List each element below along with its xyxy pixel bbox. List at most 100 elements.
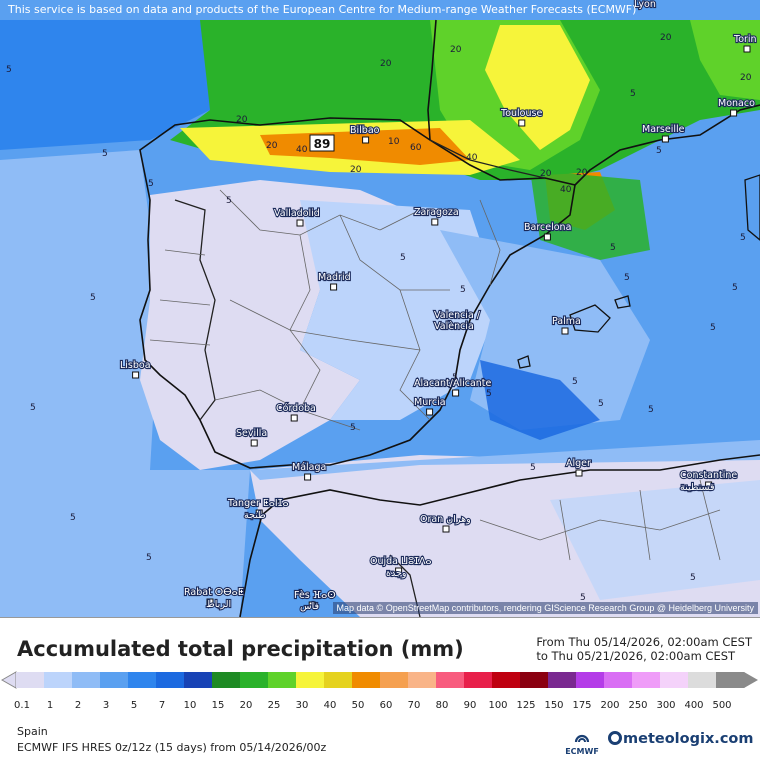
contour-labels: 5 5 5 5 5 5 5 5 5 5 5 5 5 5 5 5 5 5 5 5 5 5 5 5 5 5 20 20 20 20 20 20 20…: [6, 33, 752, 603]
city-label: Tanger ⵟⴰⵏⵊⴰ: [227, 498, 289, 509]
scale-tick-label: 40: [324, 700, 337, 711]
city-label: الرباط: [206, 599, 231, 610]
scale-tick-label: 125: [516, 700, 535, 711]
scale-swatch: [716, 672, 745, 688]
city-label: طنجة: [244, 510, 266, 521]
forecast-period: From Thu 05/14/2026, 02:00am CEST to Thu…: [536, 635, 752, 663]
scale-tick-label: 15: [212, 700, 225, 711]
island-menorca: [614, 295, 631, 309]
city-label: Valladolid: [274, 208, 320, 219]
city-marker: [730, 109, 738, 117]
contour-value-label: 20: [660, 33, 672, 43]
scale-swatch: [408, 672, 437, 688]
city-label: Lyon: [634, 0, 656, 10]
city-label: Málaga: [292, 462, 326, 473]
city-label: Toulouse: [500, 108, 542, 119]
scale-swatch: [548, 672, 577, 688]
city-marker: [132, 371, 140, 379]
scale-tick-label: 50: [352, 700, 365, 711]
scale-tick-label: 25: [268, 700, 281, 711]
coastline-biscay: [427, 19, 437, 141]
period-from: From Thu 05/14/2026, 02:00am CEST: [536, 635, 752, 649]
scale-swatch: [44, 672, 73, 688]
scale-tick-label: 20: [240, 700, 253, 711]
scale-swatch: [576, 672, 605, 688]
scale-swatch: [100, 672, 129, 688]
scale-tick-label: 500: [712, 700, 731, 711]
region-borders: [149, 189, 721, 561]
contour-value-label: 20: [576, 168, 588, 178]
scale-swatch: [16, 672, 45, 688]
max-label-box: [309, 134, 335, 152]
scale-tick-label: 90: [464, 700, 477, 711]
contour-value-label: 5: [486, 389, 492, 399]
contour-value-label: 20: [380, 59, 392, 69]
precip-field-atlantic: [0, 150, 250, 617]
city-label: Monaco: [718, 98, 755, 109]
scale-tick-label: 200: [600, 700, 619, 711]
scale-swatch: [492, 672, 521, 688]
contour-value-label: 5: [102, 149, 108, 159]
map-attribution[interactable]: Map data © OpenStreetMap contributors, r…: [332, 602, 758, 614]
region-label: Spain: [17, 725, 48, 738]
city-label: وجدة: [386, 568, 406, 579]
city-label: Palma: [552, 316, 581, 327]
contour-value-label: 5: [732, 283, 738, 293]
ecmwf-notice-banner: This service is based on data and produc…: [8, 3, 637, 16]
city-label: Torin: [733, 34, 757, 45]
city-marker: [561, 327, 569, 335]
city-label: Madrid: [318, 272, 351, 283]
city-marker: [426, 408, 434, 416]
contour-value-label: 5: [624, 273, 630, 283]
contour-value-label: 60: [410, 143, 422, 153]
contour-value-label: 10: [388, 137, 400, 147]
city-marker: [661, 135, 669, 143]
scale-tick-label: 100: [488, 700, 507, 711]
city-marker: [575, 469, 583, 477]
contour-value-label: 5: [710, 323, 716, 333]
scale-swatch: [604, 672, 633, 688]
precip-field-france-yellow: [485, 25, 590, 150]
meteologix-logo[interactable]: meteologix.com: [608, 731, 753, 747]
scale-tick-label: 150: [544, 700, 563, 711]
city-label: Zaragoza: [414, 207, 459, 218]
scale-arrow-right: [744, 672, 758, 688]
city-marker: [743, 45, 751, 53]
scale-tick-label: 3: [103, 700, 109, 711]
scale-tick-label: 10: [184, 700, 197, 711]
scale-swatch: [156, 672, 185, 688]
city-label: فاس: [300, 601, 319, 612]
max-label: 89: [314, 137, 331, 151]
city-marker: [395, 567, 403, 575]
scale-swatch: [184, 672, 213, 688]
contour-value-label: 5: [740, 233, 746, 243]
contour-value-label: 20: [350, 165, 362, 175]
scale-tick-label: 0.1: [14, 700, 30, 711]
contour-value-label: 5: [630, 89, 636, 99]
city-label: Rabat ⵔⴱⴰⵟ: [184, 587, 244, 598]
scale-tick-label: 7: [159, 700, 165, 711]
precip-field-mediterranean-south: [250, 440, 760, 480]
contour-value-label: 5: [690, 573, 696, 583]
scale-tick-label: 30: [296, 700, 309, 711]
scale-swatch: [240, 672, 269, 688]
city-label: Valencia /: [434, 310, 481, 321]
scale-tick-label: 250: [628, 700, 647, 711]
legend-footer: [0, 617, 760, 761]
contour-value-label: 5: [226, 196, 232, 206]
precip-field-iberia-light: [300, 200, 500, 420]
city-label: Lisboa: [120, 360, 151, 371]
contour-value-label: 5: [580, 593, 586, 603]
contour-value-label: 40: [560, 185, 572, 195]
city-marker: [330, 283, 338, 291]
ecmwf-logo: ECMWF: [565, 734, 599, 756]
scale-swatch: [520, 672, 549, 688]
contour-value-label: 5: [30, 403, 36, 413]
precipitation-map: Lyon Torin Monaco Marseille Toulouse Bilbao Va…: [0, 0, 760, 617]
contour-value-label: 5: [460, 285, 466, 295]
city-marker: [452, 389, 460, 397]
contour-value-label: 40: [296, 145, 308, 155]
city-label: قسنطينة: [680, 482, 715, 493]
model-info: ECMWF IFS HRES 0z/12z (15 days) from 05/…: [17, 741, 327, 754]
precip-field-balearic-dark: [480, 360, 600, 440]
